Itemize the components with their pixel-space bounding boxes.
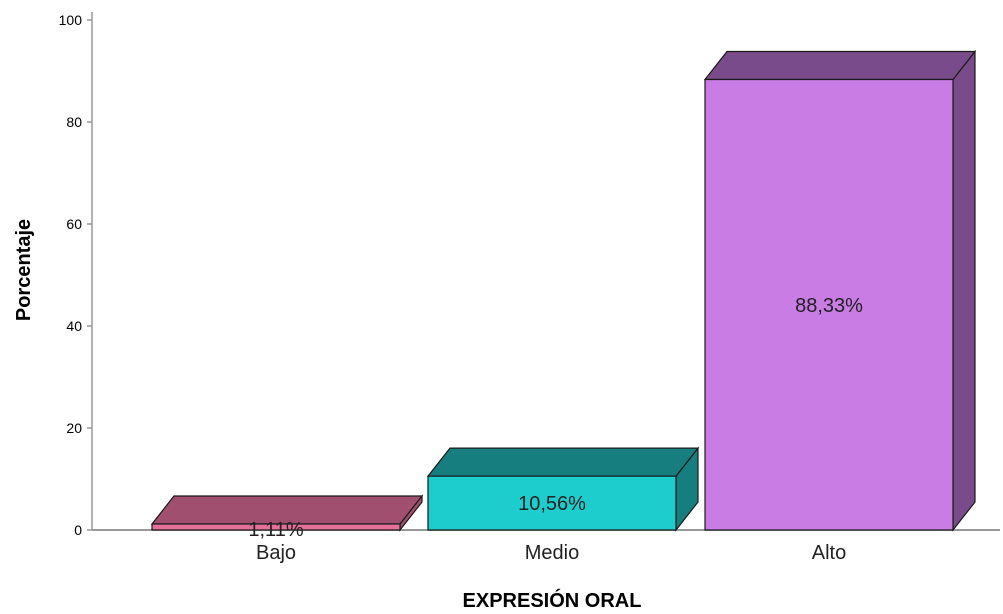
y-tick-label: 80 — [66, 114, 82, 130]
bar-bajo: 1,11% — [150, 494, 424, 541]
bar-front-face — [704, 78, 954, 531]
bar-data-label: 10,56% — [518, 493, 586, 515]
bar-front-face — [427, 475, 677, 531]
bar-alto: 88,33% — [703, 49, 977, 532]
x-axis-category-labels: Bajo Medio Alto — [256, 542, 846, 564]
y-tick-label: 20 — [66, 420, 82, 436]
bar-top-face — [426, 447, 700, 477]
bar-side-face — [952, 49, 976, 532]
x-category-label: Medio — [525, 542, 579, 564]
y-tick-label: 40 — [66, 318, 82, 334]
y-tick-label: 0 — [74, 522, 82, 538]
bar-top-face — [703, 50, 977, 81]
bars: 1,11% 10,56% 88,33% — [150, 49, 977, 541]
y-tick-label: 100 — [59, 12, 83, 28]
bar-data-label: 1,11% — [248, 519, 303, 541]
bar-data-label: 88,33% — [795, 295, 863, 317]
x-category-label: Alto — [812, 542, 846, 564]
x-category-label: Bajo — [256, 542, 296, 564]
x-axis-title: EXPRESIÓN ORAL — [463, 588, 642, 612]
y-axis-title: Porcentaje — [13, 219, 35, 321]
y-tick-label: 60 — [66, 216, 82, 232]
bar-front-face — [151, 523, 401, 531]
y-axis: 0 20 40 60 80 100 — [59, 12, 93, 538]
bar-medio: 10,56% — [426, 446, 700, 532]
